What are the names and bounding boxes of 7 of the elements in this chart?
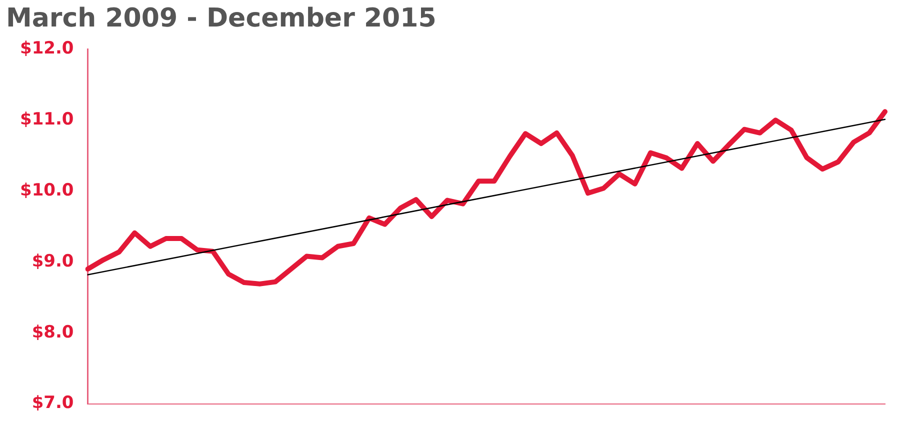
y-tick-label: $7.0	[32, 393, 74, 414]
y-tick-label: $8.0	[32, 322, 74, 342]
chart-title: March 2009 - December 2015	[6, 3, 436, 34]
y-tick-label: $9.0	[32, 251, 74, 272]
y-tick-label: $11.0	[20, 110, 74, 130]
y-tick-label: $10.0	[20, 180, 74, 200]
y-tick-label: $12.0	[20, 38, 74, 59]
